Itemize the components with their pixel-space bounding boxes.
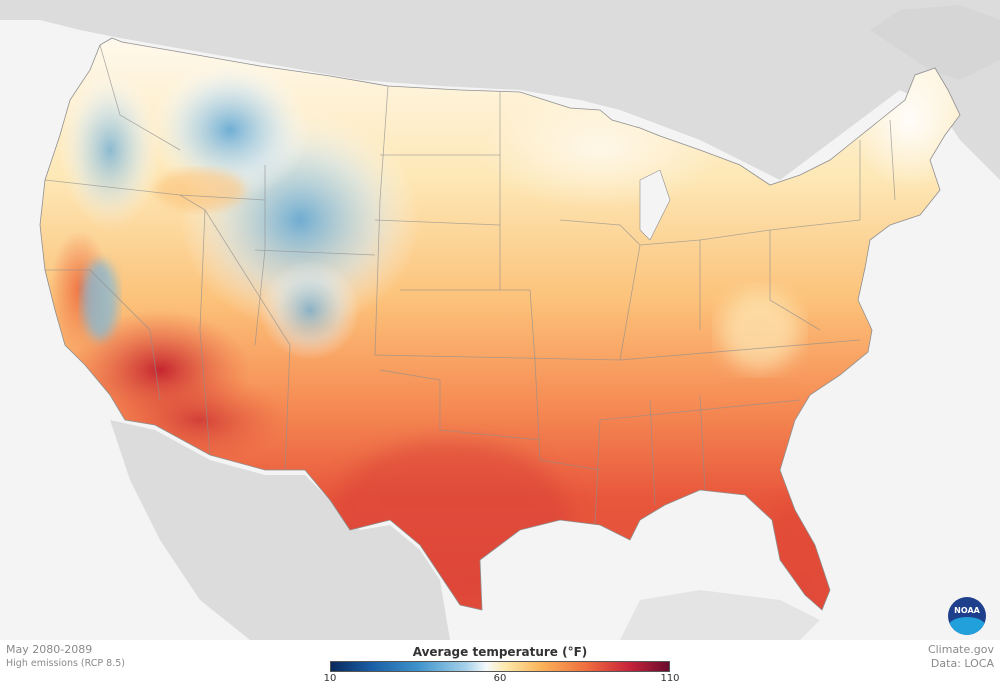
state-borders <box>44 44 896 526</box>
cuba-landmass <box>620 590 820 640</box>
legend-tick-mid: 60 <box>493 673 507 684</box>
canada-landmass <box>0 0 1000 180</box>
legend-tick-max: 110 <box>660 673 680 684</box>
source-data: Data: LOCA <box>930 657 994 670</box>
legend-color-bar <box>330 661 670 672</box>
logo-text: NOAA <box>954 606 980 615</box>
legend-tick-min: 10 <box>323 673 337 684</box>
mexico-landmass <box>110 420 450 640</box>
footer: May 2080-2089 High emissions (RCP 8.5) A… <box>0 640 1000 690</box>
scenario-label: High emissions (RCP 8.5) <box>6 658 125 669</box>
period-label: May 2080-2089 <box>6 643 93 656</box>
lake-michigan <box>639 169 671 241</box>
noaa-logo-icon: NOAA <box>948 597 986 635</box>
source-site: Climate.gov <box>927 643 994 656</box>
canada-east-landmass <box>870 5 1000 80</box>
caption-right: Climate.gov Data: LOCA <box>928 643 994 671</box>
legend-title: Average temperature (°F) <box>412 645 588 659</box>
caption-left: May 2080-2089 High emissions (RCP 8.5) <box>6 643 125 670</box>
temperature-map <box>0 0 1000 640</box>
